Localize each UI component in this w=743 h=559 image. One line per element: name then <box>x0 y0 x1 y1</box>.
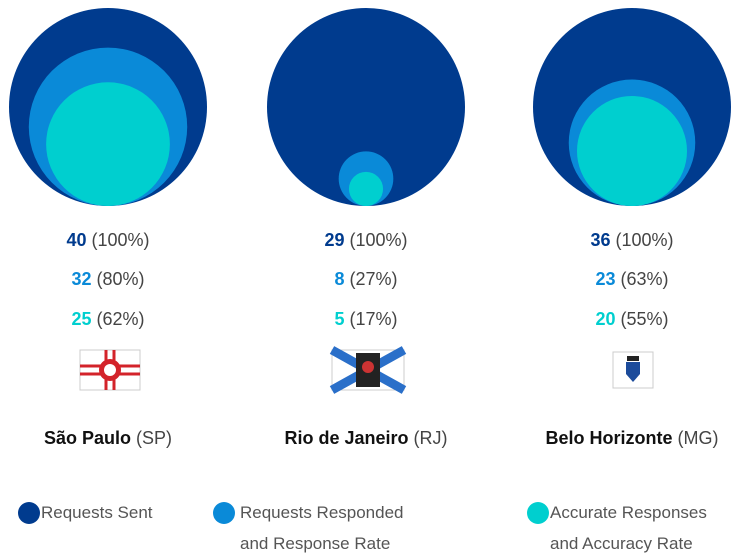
city-code: (RJ) <box>413 428 448 448</box>
value-row: 23 (63%) <box>532 269 732 290</box>
flag-bh <box>612 351 654 389</box>
bubble <box>577 96 687 206</box>
value-number: 32 <box>71 269 92 289</box>
value-number: 36 <box>590 230 611 250</box>
city-name: São Paulo <box>43 428 131 448</box>
value-percent: (55%) <box>620 309 669 329</box>
city-code: (MG) <box>677 428 719 448</box>
value-row: 32 (80%) <box>8 269 208 290</box>
city-name: Belo Horizonte <box>545 428 673 448</box>
value-number: 40 <box>66 230 87 250</box>
value-number: 5 <box>334 309 345 329</box>
value-number: 23 <box>595 269 616 289</box>
value-percent: (100%) <box>91 230 150 250</box>
value-row: 36 (100%) <box>532 230 732 251</box>
flag-sp <box>79 349 141 391</box>
value-row: 40 (100%) <box>8 230 208 251</box>
city-name: Rio de Janeiro <box>284 428 409 448</box>
value-row: 20 (55%) <box>532 309 732 330</box>
value-percent: (63%) <box>620 269 669 289</box>
legend-label: Accurate Responses and Accuracy Rate <box>550 503 707 553</box>
value-percent: (17%) <box>349 309 398 329</box>
value-row: 25 (62%) <box>8 309 208 330</box>
legend-label: Requests Responded and Response Rate <box>240 503 404 553</box>
legend-dot <box>213 502 235 524</box>
legend-dot <box>18 502 40 524</box>
bubble <box>46 82 170 206</box>
city-label: Belo Horizonte (MG) <box>507 428 743 449</box>
value-number: 8 <box>334 269 345 289</box>
value-row: 29 (100%) <box>266 230 466 251</box>
legend-label: Requests Sent <box>41 503 153 522</box>
legend-dot <box>527 502 549 524</box>
bubble <box>348 171 384 206</box>
value-number: 29 <box>324 230 345 250</box>
value-number: 20 <box>595 309 616 329</box>
city-label: São Paulo (SP) <box>0 428 233 449</box>
flag-rj <box>329 346 407 394</box>
value-percent: (27%) <box>349 269 398 289</box>
city-label: Rio de Janeiro (RJ) <box>241 428 491 449</box>
value-number: 25 <box>71 309 92 329</box>
value-row: 8 (27%) <box>266 269 466 290</box>
value-row: 5 (17%) <box>266 309 466 330</box>
city-code: (SP) <box>136 428 173 448</box>
value-percent: (100%) <box>349 230 408 250</box>
value-percent: (62%) <box>96 309 145 329</box>
value-percent: (100%) <box>615 230 674 250</box>
value-percent: (80%) <box>96 269 145 289</box>
bubble <box>267 8 465 206</box>
